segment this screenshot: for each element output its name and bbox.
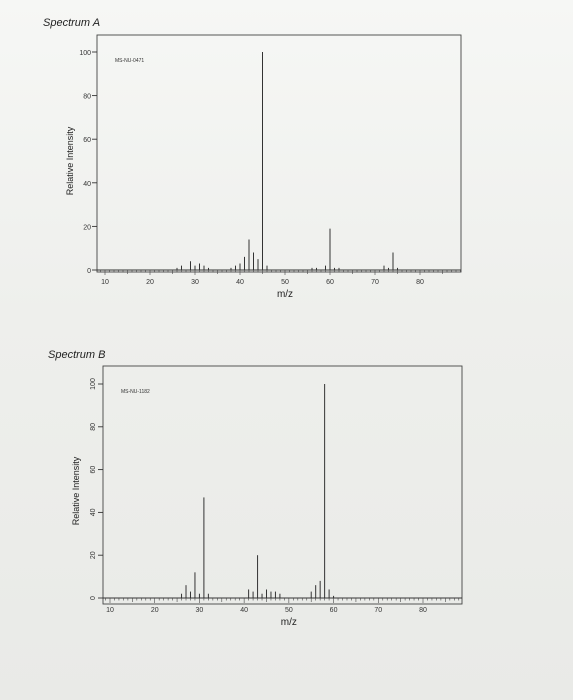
x-tick-label: 10 — [101, 279, 109, 286]
x-tick-label: 40 — [236, 279, 244, 286]
x-tick-label: 30 — [196, 607, 204, 614]
x-tick-label: 50 — [285, 607, 293, 614]
x-axis-label: m/z — [281, 617, 297, 628]
spectrum-b-title: Spectrum B — [48, 349, 106, 361]
x-tick-label: 20 — [146, 279, 154, 286]
x-tick-label: 80 — [416, 279, 424, 286]
x-axis-label: m/z — [277, 289, 293, 300]
x-tick-label: 10 — [106, 607, 114, 614]
y-axis-label: Relative Intensity — [65, 126, 75, 195]
y-tick-label: 60 — [90, 466, 97, 474]
y-tick-label: 80 — [90, 423, 97, 431]
y-tick-label: 100 — [79, 50, 91, 57]
spectrum-id-label: MS-NU-1182 — [121, 389, 150, 395]
y-tick-label: 40 — [90, 508, 97, 516]
y-tick-label: 60 — [83, 137, 91, 144]
y-tick-label: 40 — [83, 181, 91, 188]
x-tick-label: 40 — [240, 607, 248, 614]
x-tick-label: 70 — [374, 607, 382, 614]
plot-frame — [102, 365, 463, 605]
x-tick-label: 30 — [191, 279, 199, 286]
x-tick-label: 80 — [419, 607, 427, 614]
plot-frame — [96, 34, 462, 273]
x-tick-label: 60 — [330, 607, 338, 614]
y-tick-label: 100 — [90, 378, 97, 390]
y-tick-label: 20 — [90, 551, 97, 559]
y-axis-label: Relative Intensity — [71, 456, 81, 525]
y-tick-label: 0 — [90, 596, 97, 600]
y-tick-label: 80 — [83, 94, 91, 101]
x-tick-label: 50 — [281, 279, 289, 286]
y-tick-label: 20 — [83, 224, 91, 231]
x-tick-label: 20 — [151, 607, 159, 614]
x-tick-label: 60 — [326, 279, 334, 286]
spectrum-id-label: MS-NU-0471 — [115, 58, 144, 64]
x-tick-label: 70 — [371, 279, 379, 286]
spectrum-a-title: Spectrum A — [43, 17, 101, 29]
y-tick-label: 0 — [87, 268, 91, 275]
